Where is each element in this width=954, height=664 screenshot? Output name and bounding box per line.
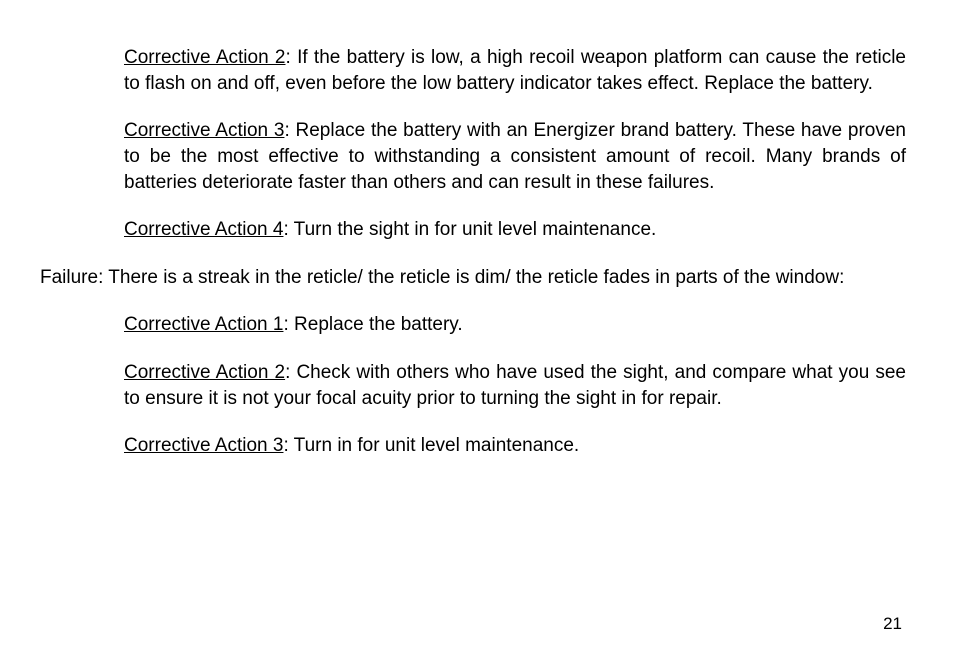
failure-description-text: Failure: There is a streak in the reticl… [40, 267, 844, 288]
failure-corrective-action-3-text: : Turn in for unit level maintenance. [283, 435, 579, 456]
corrective-action-3-block: Corrective Action 3: Replace the battery… [124, 118, 906, 195]
failure-corrective-action-3-label: Corrective Action 3 [124, 435, 283, 456]
corrective-action-3-label: Corrective Action 3 [124, 120, 284, 141]
corrective-action-4-text: : Turn the sight in for unit level maint… [283, 219, 656, 240]
failure-corrective-action-1-block: Corrective Action 1: Replace the battery… [124, 312, 906, 338]
corrective-action-2-label: Corrective Action 2 [124, 47, 286, 68]
page-number: 21 [883, 613, 902, 636]
failure-corrective-action-2-label: Corrective Action 2 [124, 362, 285, 383]
failure-corrective-action-2-block: Corrective Action 2: Check with others w… [124, 360, 906, 411]
failure-corrective-action-1-text: : Replace the battery. [283, 314, 462, 335]
failure-corrective-action-3-block: Corrective Action 3: Turn in for unit le… [124, 433, 906, 459]
corrective-action-4-block: Corrective Action 4: Turn the sight in f… [124, 217, 906, 243]
corrective-action-4-label: Corrective Action 4 [124, 219, 283, 240]
failure-description: Failure: There is a streak in the reticl… [40, 265, 906, 291]
failure-corrective-action-1-label: Corrective Action 1 [124, 314, 283, 335]
corrective-action-2-block: Corrective Action 2: If the battery is l… [124, 45, 906, 96]
